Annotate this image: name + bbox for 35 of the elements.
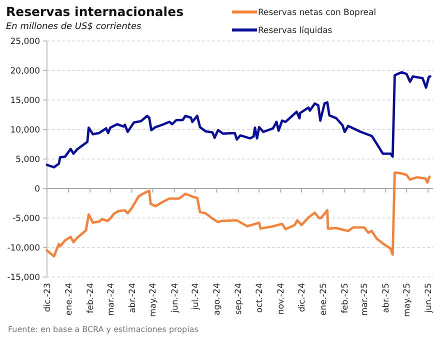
legend-label: Reservas netas con Bopreal bbox=[258, 8, 376, 18]
x-tick-label: jun.-24 bbox=[170, 283, 180, 314]
y-tick-label: 20,000 bbox=[10, 66, 40, 76]
x-tick-label: oct.-24 bbox=[255, 283, 266, 313]
x-tick-label: sep.-24 bbox=[234, 283, 244, 315]
chart-subtitle: En millones de US$ corrientes bbox=[6, 22, 142, 32]
line-series bbox=[46, 71, 432, 168]
y-tick-label: -5,000 bbox=[12, 214, 40, 224]
x-tick-label: may.-25 bbox=[402, 283, 413, 317]
x-tick-label: ene.-25 bbox=[319, 283, 330, 316]
x-tick-label: mar.-24 bbox=[106, 283, 116, 316]
y-tick-label: -15,000 bbox=[7, 272, 40, 283]
x-tick-label: jul.-24 bbox=[191, 283, 202, 311]
x-tick-label: abr.-24 bbox=[128, 283, 138, 313]
x-tick-label: jun.-25 bbox=[424, 283, 434, 314]
y-tick-label: -10,000 bbox=[7, 243, 40, 254]
x-tick-label: abr.-25 bbox=[382, 283, 392, 313]
y-tick-label: 25,000 bbox=[10, 36, 40, 47]
x-tick-label: feb.-24 bbox=[86, 283, 96, 314]
y-tick-label: 5,000 bbox=[16, 154, 40, 165]
x-tick-label: feb.-25 bbox=[340, 283, 351, 314]
x-tick-label: nov.-24 bbox=[276, 283, 287, 315]
x-tick-label: dic.-24 bbox=[298, 283, 308, 312]
x-tick-label: ago.-24 bbox=[212, 283, 223, 316]
y-tick-label: 0 bbox=[34, 184, 40, 194]
x-tick-label: may.-24 bbox=[148, 283, 159, 317]
x-tick-label: dic.-23 bbox=[42, 283, 53, 312]
line-series bbox=[46, 171, 431, 258]
chart-title: Reservas internacionales bbox=[6, 4, 184, 19]
y-tick-label: 15,000 bbox=[10, 96, 40, 106]
source-note: Fuente: en base a BCRA y estimaciones propias bbox=[8, 325, 198, 334]
x-tick-label: mar.-25 bbox=[360, 283, 370, 316]
legend-label: Reservas líquidas bbox=[258, 26, 333, 36]
y-tick-label: 10,000 bbox=[10, 125, 40, 136]
x-tick-label: ene.-24 bbox=[64, 283, 75, 316]
